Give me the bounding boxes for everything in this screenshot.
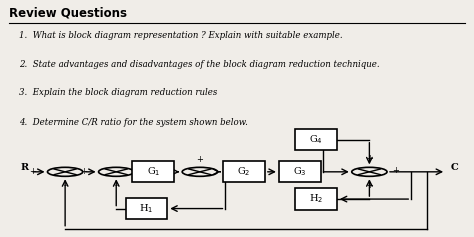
Bar [132, 161, 174, 182]
Text: +: + [366, 181, 373, 190]
Text: H$_1$: H$_1$ [139, 202, 154, 215]
Text: G$_3$: G$_3$ [293, 165, 307, 178]
Bar [126, 198, 167, 219]
Text: +: + [29, 167, 36, 176]
Text: +: + [392, 166, 399, 175]
Text: -: - [115, 181, 118, 190]
Text: +: + [196, 155, 203, 164]
Text: 2.  State advantages and disadvantages of the block diagram reduction technique.: 2. State advantages and disadvantages of… [18, 60, 379, 69]
Text: C: C [451, 163, 458, 172]
Bar [295, 129, 337, 150]
Text: Review Questions: Review Questions [9, 6, 128, 19]
Text: +: + [164, 167, 171, 176]
Bar [295, 188, 337, 210]
Text: 3.  Explain the block diagram reduction rules: 3. Explain the block diagram reduction r… [18, 88, 217, 97]
Text: G$_2$: G$_2$ [237, 165, 251, 178]
Text: -: - [64, 181, 67, 190]
Bar [279, 161, 320, 182]
Text: +: + [366, 154, 373, 163]
Text: G$_1$: G$_1$ [146, 165, 160, 178]
Text: H$_2$: H$_2$ [309, 193, 323, 205]
Text: R: R [21, 163, 29, 172]
Text: 4.  Determine C/R ratio for the system shown below.: 4. Determine C/R ratio for the system sh… [18, 118, 247, 127]
Text: +: + [80, 167, 87, 176]
Text: 1.  What is block diagram representation ? Explain with suitable example.: 1. What is block diagram representation … [18, 31, 342, 40]
Text: G$_4$: G$_4$ [309, 133, 323, 146]
Bar [223, 161, 265, 182]
